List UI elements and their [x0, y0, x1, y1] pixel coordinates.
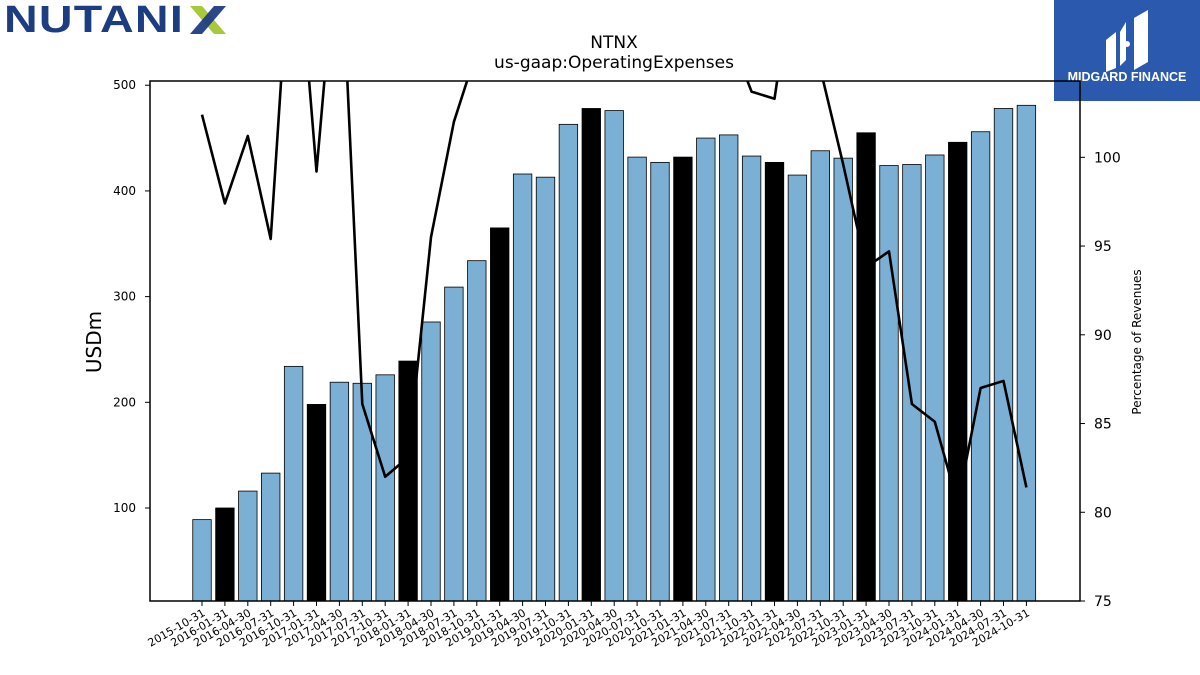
midgard-finance-logo: MIDGARD FINANCE — [1054, 0, 1200, 101]
right-axis-ticks: 75 80 85 90 95 100 — [1080, 150, 1121, 610]
bar-2022-10-31 — [833, 157, 853, 602]
bar-2016-10-31 — [283, 365, 304, 602]
left-tick-label: 300 — [113, 290, 136, 304]
bar-2015-10-31 — [192, 519, 212, 602]
left-tick-label: 500 — [113, 78, 136, 92]
x-axis-ticks: 2015-10-312016-01-312016-04-302016-07-31… — [146, 601, 1032, 650]
percentage-line-series — [200, 81, 1028, 505]
bar-2017-01-31 — [306, 404, 327, 602]
bar-2021-10-31 — [741, 155, 762, 602]
bar-2020-10-31 — [650, 161, 670, 602]
bar-2020-01-31 — [581, 108, 601, 602]
left-tick-label: 200 — [113, 395, 136, 409]
right-tick-label: 90 — [1094, 328, 1112, 344]
bar-2018-04-30 — [421, 321, 441, 602]
bar-2023-07-31 — [902, 164, 922, 602]
right-tick-label: 80 — [1094, 505, 1112, 521]
bar-2016-01-31 — [215, 507, 235, 602]
svg-text:MIDGARD FINANCE: MIDGARD FINANCE — [1068, 70, 1187, 84]
right-tick-label: 75 — [1094, 594, 1112, 610]
bar-2017-04-30 — [329, 381, 350, 602]
bar-2021-01-31 — [673, 156, 693, 602]
bar-2023-10-31 — [925, 154, 945, 602]
nutanix-logo: NUTANI — [4, 0, 234, 42]
bar-2022-07-31 — [810, 150, 830, 602]
bar-2022-04-30 — [787, 174, 808, 602]
bar-2019-01-31 — [490, 227, 510, 602]
bar-2024-04-30 — [970, 131, 991, 602]
right-tick-label: 100 — [1094, 150, 1121, 166]
bar-2017-10-31 — [375, 374, 395, 602]
bar-2024-07-31 — [993, 108, 1014, 602]
bar-2016-04-30 — [238, 490, 258, 602]
bar-2023-04-30 — [879, 165, 899, 602]
bar-2020-04-30 — [604, 110, 624, 602]
left-axis-ticks: 100 200 300 400 500 — [113, 78, 150, 515]
bar-2024-10-31 — [1016, 104, 1037, 602]
bar-2019-07-31 — [535, 176, 556, 602]
bar-series — [192, 104, 1037, 602]
bar-2022-01-31 — [764, 161, 785, 602]
bar-2018-07-31 — [444, 286, 464, 602]
svg-text:NUTANI: NUTANI — [4, 2, 184, 38]
plot-frame — [149, 80, 1081, 602]
bar-2018-10-31 — [467, 260, 487, 602]
right-axis-label: Percentage of Revenues — [1130, 269, 1144, 414]
left-tick-label: 100 — [113, 501, 136, 515]
bar-2020-07-31 — [627, 156, 647, 602]
bar-2023-01-31 — [856, 132, 876, 602]
chart-subtitle: us-gaap:OperatingExpenses — [494, 53, 734, 73]
bar-2019-04-30 — [512, 173, 533, 602]
bar-2019-10-31 — [558, 123, 579, 602]
bar-2017-07-31 — [352, 382, 372, 602]
bar-2016-07-31 — [261, 472, 281, 602]
right-tick-label: 85 — [1094, 417, 1112, 433]
y-axis-label: USDm — [82, 311, 106, 373]
bar-2021-07-31 — [719, 134, 739, 602]
chart-title: NTNX — [590, 33, 638, 53]
bar-2024-01-31 — [948, 141, 968, 602]
left-tick-label: 400 — [113, 184, 136, 198]
bar-2021-04-30 — [696, 137, 716, 602]
right-tick-label: 95 — [1094, 239, 1112, 255]
